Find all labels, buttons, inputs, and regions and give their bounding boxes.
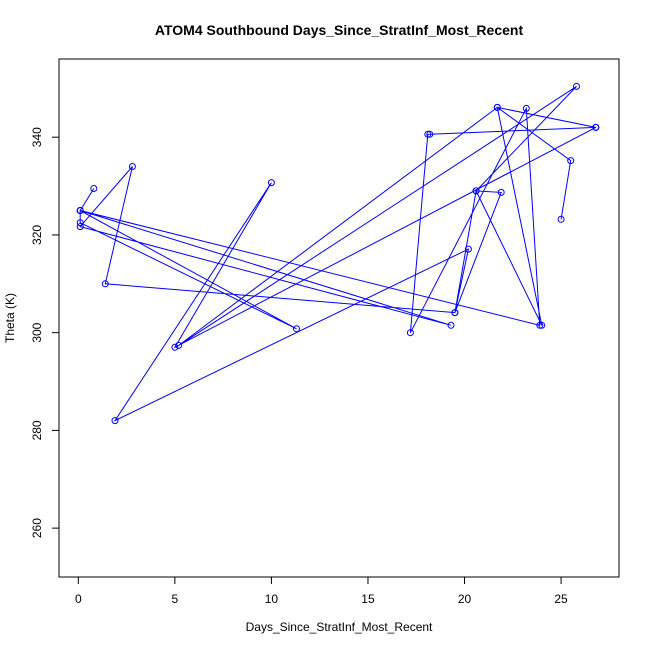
data-point <box>267 179 275 187</box>
data-point <box>464 245 472 253</box>
x-tick-label: 15 <box>361 592 375 606</box>
data-point <box>424 130 432 138</box>
data-point <box>76 223 84 231</box>
data-point <box>536 321 544 329</box>
y-axis: 260 280 300 320 340 <box>30 127 59 538</box>
y-axis-label: Theta (K) <box>3 293 17 343</box>
data-point <box>557 215 565 223</box>
x-tick-label: 20 <box>458 592 472 606</box>
data-point <box>76 219 84 227</box>
data-point <box>101 280 109 288</box>
x-tick-label: 10 <box>265 592 279 606</box>
data-point <box>447 321 455 329</box>
chart-title: ATOM4 Southbound Days_Since_StratInf_Mos… <box>155 22 524 38</box>
y-tick-label: 320 <box>30 225 44 245</box>
data-point <box>293 325 300 333</box>
data-point <box>76 207 84 214</box>
series-line <box>79 85 597 422</box>
x-axis-label: Days_Since_StratInf_Most_Recent <box>246 620 433 634</box>
x-tick-label: 25 <box>554 592 568 606</box>
data-point <box>451 309 459 317</box>
data-point <box>522 104 530 112</box>
data-point <box>472 187 480 195</box>
data-point <box>567 157 575 165</box>
y-tick-label: 300 <box>30 322 44 342</box>
data-point <box>538 321 546 329</box>
data-point <box>128 163 136 170</box>
data-point <box>171 343 179 351</box>
data-point <box>497 188 505 196</box>
data-point <box>426 130 434 138</box>
y-tick-label: 280 <box>30 420 44 440</box>
series-layer <box>76 82 600 425</box>
data-point <box>111 417 119 425</box>
data-point <box>493 103 501 111</box>
y-tick-label: 260 <box>30 518 44 538</box>
x-axis: 0 5 10 15 20 25 <box>75 577 568 606</box>
data-point <box>175 341 183 349</box>
y-tick-label: 340 <box>30 127 44 147</box>
data-point <box>90 185 98 192</box>
x-tick-label: 5 <box>172 592 179 606</box>
x-tick-label: 0 <box>75 592 82 606</box>
plot-frame <box>58 58 620 578</box>
data-point <box>406 329 414 337</box>
data-point <box>592 123 600 131</box>
data-point <box>573 82 580 90</box>
